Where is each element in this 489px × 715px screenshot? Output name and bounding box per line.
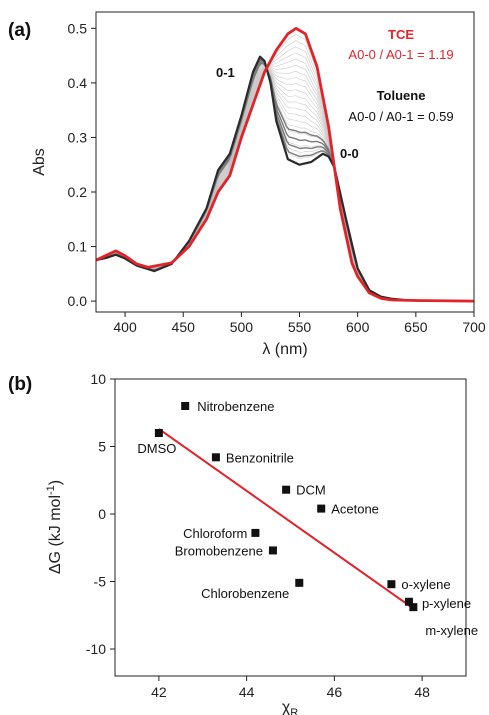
y-tick-label: 0.1	[68, 239, 88, 255]
series-toluene	[95, 55, 475, 303]
x-tick-label: 550	[288, 319, 312, 335]
x-tick-label: 650	[404, 319, 428, 335]
point-label-o-xylene: o-xylene	[401, 577, 450, 592]
y-axis-superscript: -1	[45, 485, 57, 495]
data-point-bromobenzene	[268, 546, 277, 555]
peak-label-0-1: 0-1	[216, 65, 235, 80]
point-label-m-xylene: m-xylene	[425, 623, 478, 638]
intermediate-spectrum	[95, 40, 473, 302]
panel-b-label: (b)	[8, 374, 32, 395]
x-tick-label: 700	[462, 319, 486, 335]
data-point-p-xylene	[404, 597, 413, 606]
x-tick-label: 42	[151, 684, 167, 700]
data-point-nitrobenzene	[181, 402, 190, 410]
point-label-acetone: Acetone	[331, 502, 379, 517]
y-tick-label: -10	[86, 641, 106, 657]
point-label-benzonitrile: Benzonitrile	[226, 450, 294, 465]
panel-a-x-axis-title: λ (nm)	[262, 341, 307, 358]
point-label-dcm: DCM	[296, 483, 326, 498]
series-tce	[95, 27, 475, 303]
point-label-chlorobenzene: Chlorobenzene	[201, 586, 289, 601]
panel-b-y-ticks: 10 5 0 -5 -10	[86, 371, 115, 657]
point-label-bromobenzene: Bromobenzene	[175, 543, 263, 558]
x-tick-label: 48	[414, 684, 430, 700]
data-point-dmso	[154, 429, 163, 437]
x-axis-subscript: R	[290, 707, 298, 715]
data-point-chloroform	[251, 528, 260, 537]
data-point-acetone	[317, 504, 326, 513]
tce-ratio-label: A0-0 / A0-1 = 1.19	[348, 47, 453, 62]
toluene-label: Toluene	[377, 88, 426, 103]
panel-b-x-axis-title: χR	[282, 699, 298, 715]
panel-b: (b) 42 44 46 48 10 5 0 -5 -10 Nitrobenzene DMSO B…	[8, 371, 478, 715]
y-tick-label: -5	[94, 574, 107, 590]
y-tick-label: 0.0	[68, 293, 88, 309]
point-label-chloroform: Chloroform	[183, 526, 247, 541]
point-label-p-xylene: p-xylene	[422, 596, 471, 611]
x-tick-label: 400	[113, 319, 137, 335]
data-point-chlorobenzene	[295, 578, 304, 587]
panel-a-spectra	[95, 27, 475, 303]
panel-a-label: (a)	[8, 20, 31, 41]
panel-a-frame	[95, 11, 475, 313]
y-axis-title-main: ΔG (kJ mol	[47, 495, 64, 574]
y-tick-label: 0.4	[68, 75, 88, 91]
panel-b-frame	[114, 378, 467, 677]
y-tick-label: 0.5	[68, 20, 88, 36]
point-label-dmso: DMSO	[137, 441, 176, 456]
x-tick-label: 44	[239, 684, 255, 700]
data-point-dcm	[282, 485, 291, 494]
panel-b-y-axis-title: ΔG (kJ mol-1)	[45, 480, 64, 574]
point-label-nitrobenzene: Nitrobenzene	[197, 399, 274, 414]
peak-label-0-0: 0-0	[340, 146, 359, 161]
x-tick-label: 46	[327, 684, 343, 700]
panel-a-y-ticks: 0.0 0.1 0.2 0.3 0.4 0.5	[68, 20, 96, 309]
panel-a: (a) 400 450 500 550 600 650 700 0.00.10.20.30.…	[8, 11, 486, 358]
intermediate-spectrum	[95, 34, 473, 302]
panel-b-x-ticks: 42 44 46 48	[151, 676, 430, 700]
data-point-o-xylene	[387, 580, 396, 589]
panel-a-x-ticks: 400 450 500 550 600 650 700	[113, 312, 486, 335]
tce-label: TCE	[388, 27, 414, 42]
data-point-benzonitrile	[211, 453, 220, 462]
x-axis-chi: χ	[282, 699, 291, 715]
y-tick-label: 10	[90, 371, 106, 387]
x-tick-label: 600	[346, 319, 370, 335]
panel-a-y-axis-title: Abs	[31, 148, 48, 176]
intermediate-spectrum	[95, 46, 473, 302]
panel-a-intermediate-spectra	[95, 34, 473, 302]
data-point-m-xylene	[409, 603, 418, 612]
y-tick-label: 0.2	[68, 184, 88, 200]
x-tick-label: 450	[172, 319, 196, 335]
y-tick-label: 0	[98, 506, 106, 522]
x-tick-label: 500	[230, 319, 254, 335]
toluene-ratio-label: A0-0 / A0-1 = 0.59	[348, 109, 453, 124]
y-tick-label: 5	[98, 439, 106, 455]
y-tick-label: 0.3	[68, 129, 88, 145]
y-axis-title-close: )	[47, 480, 64, 485]
panel-b-points: Nitrobenzene DMSO Benzonitrile DCM Acetone Ch…	[137, 399, 478, 638]
linear-fit-line	[158, 428, 414, 610]
